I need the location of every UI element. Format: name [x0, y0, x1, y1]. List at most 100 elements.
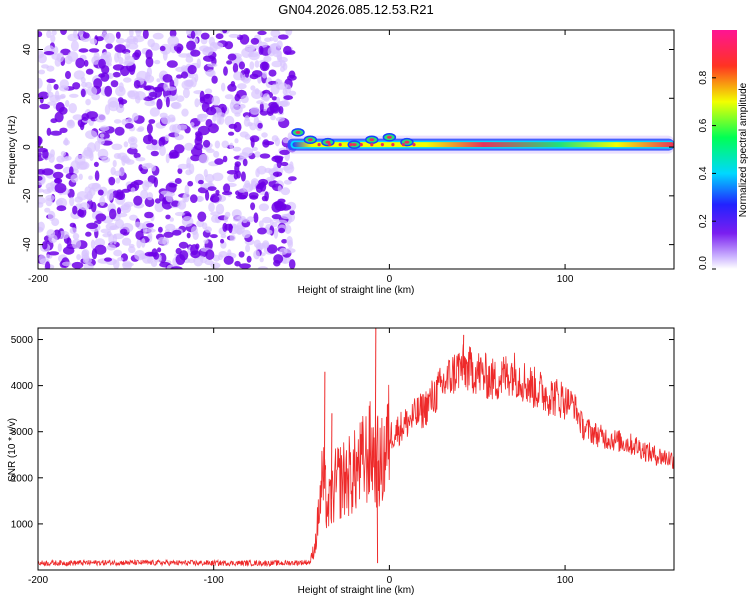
noise-blob	[111, 143, 123, 150]
noise-blob	[223, 66, 228, 76]
noise-blob	[150, 42, 160, 51]
noise-blob	[184, 142, 194, 151]
noise-blob	[181, 216, 194, 227]
noise-blob	[159, 192, 164, 202]
noise-blob	[156, 98, 163, 110]
band-peak	[351, 143, 357, 147]
noise-blob	[76, 254, 81, 260]
x-tick-label: 100	[557, 274, 574, 285]
noise-blob	[272, 35, 279, 42]
noise-blob	[117, 257, 124, 262]
noise-blob	[133, 80, 141, 89]
noise-blob	[157, 247, 162, 253]
band-dot	[380, 143, 384, 147]
noise-blob	[204, 226, 212, 233]
noise-blob	[115, 219, 124, 229]
noise-blob	[79, 202, 90, 211]
noise-blob	[163, 81, 169, 92]
noise-blob	[46, 78, 56, 84]
noise-blob	[256, 100, 265, 105]
noise-blob	[245, 47, 251, 52]
noise-blob	[174, 211, 185, 217]
noise-blob	[86, 190, 93, 202]
noise-blob	[165, 96, 170, 108]
noise-blob	[226, 60, 233, 65]
noise-blob	[232, 146, 242, 152]
noise-blob	[221, 140, 229, 149]
noise-blob	[258, 45, 264, 56]
noise-blob	[54, 183, 67, 194]
noise-blob	[227, 83, 237, 92]
noise-blob	[141, 238, 146, 248]
noise-blob	[210, 234, 218, 239]
noise-blob	[241, 217, 248, 224]
noise-blob	[187, 180, 194, 187]
noise-blob	[126, 147, 138, 155]
noise-blob	[115, 104, 125, 113]
noise-blob	[190, 194, 198, 204]
x-tick-label: -200	[28, 274, 48, 285]
noise-blob	[39, 103, 50, 110]
noise-blob	[289, 209, 295, 216]
noise-blob	[257, 227, 267, 235]
noise-blob	[112, 233, 125, 240]
band-peak	[295, 130, 301, 134]
noise-blob	[51, 30, 57, 36]
noise-blob	[54, 111, 64, 123]
noise-blob	[85, 98, 91, 106]
noise-blob	[104, 257, 112, 262]
noise-blob	[236, 170, 242, 179]
noise-blob	[113, 119, 122, 124]
noise-blob	[283, 179, 292, 185]
noise-blob	[234, 138, 239, 144]
noise-blob	[146, 192, 154, 201]
noise-blob	[220, 234, 227, 239]
noise-blob	[129, 214, 138, 221]
noise-blob	[127, 136, 138, 146]
band-dot	[328, 143, 332, 147]
noise-blob	[278, 227, 286, 234]
noise-blob	[80, 88, 86, 98]
noise-blob	[250, 85, 256, 91]
noise-blob	[286, 236, 293, 246]
noise-blob	[38, 196, 46, 205]
noise-blob	[215, 189, 220, 195]
noise-blob	[283, 95, 294, 100]
noise-blob	[38, 188, 45, 193]
noise-blob	[38, 226, 44, 233]
noise-blob	[188, 163, 195, 175]
noise-blob	[128, 64, 136, 75]
noise-blob	[258, 203, 269, 212]
noise-blob	[218, 251, 228, 258]
noise-blob	[258, 220, 264, 228]
noise-blob	[82, 32, 90, 39]
noise-blob	[82, 149, 94, 159]
noise-blob	[144, 181, 153, 188]
noise-blob	[187, 64, 197, 75]
noise-blob	[83, 59, 89, 67]
noise-blob	[59, 85, 69, 92]
noise-blob	[162, 74, 173, 83]
noise-blob	[69, 222, 76, 228]
noise-blob	[167, 35, 179, 47]
noise-blob	[195, 132, 203, 142]
noise-blob	[66, 119, 73, 126]
noise-blob	[94, 170, 100, 181]
noise-blob	[145, 49, 153, 60]
noise-blob	[261, 132, 268, 138]
noise-blob	[275, 82, 288, 90]
noise-blob	[251, 146, 258, 152]
noise-blob	[199, 90, 205, 102]
snr-series-line	[38, 344, 674, 568]
noise-blob	[133, 35, 145, 43]
noise-blob	[127, 90, 136, 98]
noise-blob	[114, 170, 122, 177]
noise-blob	[223, 183, 231, 193]
spectrogram-frame	[37, 29, 675, 270]
noise-blob	[57, 243, 62, 252]
noise-blob	[273, 254, 284, 264]
noise-blob	[52, 171, 64, 179]
noise-blob	[70, 174, 79, 183]
signal-band	[287, 128, 674, 154]
